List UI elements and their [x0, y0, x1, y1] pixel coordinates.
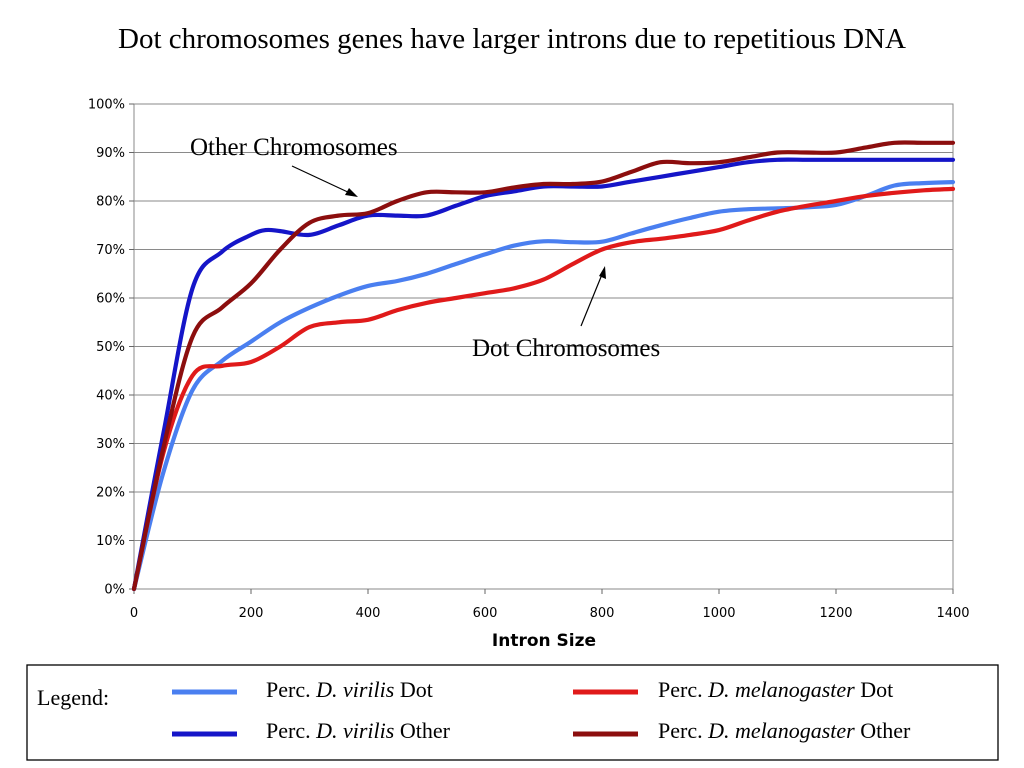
x-tick-label: 0 [130, 606, 138, 621]
x-tick-label: 800 [590, 606, 615, 621]
x-tick-label: 1200 [819, 606, 852, 621]
legend-prefix: Perc. [266, 677, 316, 702]
x-axis: 0 200 400 600 800 1000 1200 1400 [130, 589, 970, 621]
y-tick-label: 0% [104, 583, 125, 598]
series-line-1 [131, 186, 956, 592]
legend-entry-virilis-other: Perc. D. virilis Other [172, 718, 451, 743]
series-line-3 [131, 140, 956, 592]
legend-suffix: Dot [855, 677, 894, 702]
y-tick-label: 70% [96, 243, 125, 258]
y-tick-label: 10% [96, 534, 125, 549]
y-tick-label: 100% [88, 98, 125, 113]
legend-suffix: Other [394, 718, 450, 743]
x-tick-label: 200 [239, 606, 264, 621]
y-tick-label: 20% [96, 486, 125, 501]
annotation-other-arrow [291, 165, 358, 197]
legend-entry-melanogaster-dot: Perc. D. melanogaster Dot [573, 677, 893, 702]
y-tick-label: 50% [96, 340, 125, 355]
svg-text:Perc. D. melanogaster Other: Perc. D. melanogaster Other [658, 718, 911, 743]
y-tick-label: 80% [96, 195, 125, 210]
svg-text:Perc. D. virilis Dot: Perc. D. virilis Dot [266, 677, 433, 702]
y-tick-label: 90% [96, 146, 125, 161]
legend-species: D. melanogaster [707, 718, 855, 743]
x-axis-title: Intron Size [492, 631, 596, 651]
legend-species: D. virilis [315, 677, 394, 702]
legend-box [26, 664, 999, 761]
legend-suffix: Dot [394, 677, 433, 702]
legend-prefix: Perc. [266, 718, 316, 743]
y-tick-label: 60% [96, 292, 125, 307]
series-lines [131, 140, 956, 592]
y-tick-label: 30% [96, 437, 125, 452]
legend-suffix: Other [855, 718, 911, 743]
y-tick-label: 40% [96, 389, 125, 404]
annotation-other-chromosomes: Other Chromosomes [190, 134, 398, 161]
svg-text:Perc. D. virilis Other: Perc. D. virilis Other [266, 718, 451, 743]
x-tick-label: 1000 [702, 606, 735, 621]
legend-species: D. virilis [315, 718, 394, 743]
legend-prefix: Perc. [658, 718, 708, 743]
series-line-0 [131, 180, 956, 592]
legend-species: D. melanogaster [707, 677, 855, 702]
series-line-2 [131, 157, 956, 592]
x-tick-label: 1400 [936, 606, 969, 621]
annotation-dot-chromosomes: Dot Chromosomes [472, 335, 660, 362]
svg-text:Perc. D. melanogaster Dot: Perc. D. melanogaster Dot [658, 677, 893, 702]
legend-entry-melanogaster-other: Perc. D. melanogaster Other [573, 718, 911, 743]
y-axis: 0% 10% 20% 30% 40% 50% 60% 70% 80% 90% 100% [88, 98, 134, 598]
x-tick-label: 600 [473, 606, 498, 621]
slide-title: Dot chromosomes genes have larger intron… [118, 23, 906, 55]
legend-prefix: Perc. [658, 677, 708, 702]
x-tick-label: 400 [356, 606, 381, 621]
legend-entry-virilis-dot: Perc. D. virilis Dot [172, 677, 433, 702]
legend-label: Legend: [37, 685, 109, 710]
annotation-dot-arrow [580, 266, 606, 327]
